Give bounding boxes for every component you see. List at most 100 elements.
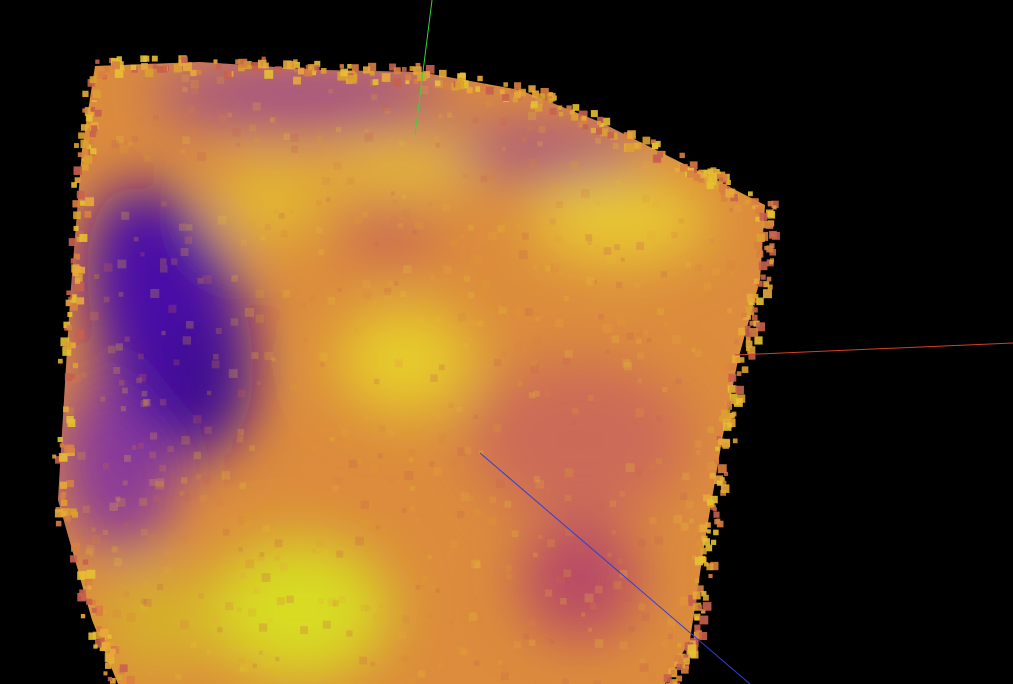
point: [676, 675, 683, 682]
point: [260, 235, 266, 241]
point: [409, 457, 414, 462]
point: [554, 318, 564, 328]
point: [119, 664, 128, 673]
point: [271, 357, 276, 362]
point: [71, 511, 78, 518]
point: [607, 132, 614, 139]
point: [701, 591, 707, 597]
point: [478, 450, 484, 456]
point: [232, 278, 237, 283]
point: [274, 209, 279, 214]
point: [503, 82, 508, 87]
point: [181, 477, 188, 484]
point: [657, 308, 664, 316]
point: [747, 346, 756, 355]
point: [753, 299, 758, 304]
point: [258, 623, 268, 632]
point: [745, 331, 752, 338]
point: [149, 432, 158, 440]
point: [547, 92, 556, 102]
point: [744, 199, 750, 205]
point: [74, 143, 79, 149]
point: [264, 69, 274, 79]
point: [85, 124, 90, 129]
point: [217, 627, 223, 633]
point: [353, 327, 359, 333]
z-axis-line: [479, 452, 751, 684]
point: [538, 126, 546, 133]
point: [767, 284, 773, 290]
point: [747, 191, 753, 197]
point: [65, 407, 75, 416]
point: [77, 451, 86, 460]
point: [96, 626, 102, 632]
point: [420, 85, 429, 95]
point: [213, 353, 219, 360]
point: [500, 350, 508, 357]
point: [701, 609, 706, 614]
point: [257, 59, 267, 69]
point: [153, 495, 161, 503]
point: [107, 634, 112, 639]
point: [765, 221, 774, 229]
point: [579, 548, 585, 553]
point: [709, 238, 715, 244]
point: [149, 63, 156, 71]
point: [141, 598, 147, 605]
point: [61, 511, 67, 516]
point: [625, 463, 635, 473]
point: [73, 166, 83, 175]
point: [238, 58, 248, 68]
point: [336, 549, 341, 555]
shade: [520, 520, 640, 640]
point: [109, 677, 116, 684]
point: [694, 624, 701, 631]
point: [648, 462, 656, 470]
point: [88, 139, 94, 145]
point: [532, 90, 540, 98]
point: [501, 222, 510, 231]
point: [211, 360, 220, 369]
point: [533, 552, 538, 558]
point: [698, 177, 704, 183]
point: [712, 507, 717, 512]
point: [124, 522, 129, 527]
point: [181, 492, 191, 502]
point: [664, 576, 671, 583]
point: [320, 67, 327, 74]
point: [116, 135, 124, 144]
point: [655, 457, 663, 465]
point: [361, 519, 368, 527]
point: [706, 181, 714, 189]
point: [294, 61, 300, 68]
point: [518, 88, 526, 97]
point: [197, 152, 206, 162]
point: [95, 605, 104, 614]
point: [512, 97, 518, 103]
point: [196, 69, 202, 75]
point: [412, 230, 418, 235]
shade: [335, 305, 475, 415]
point: [752, 203, 759, 210]
point: [237, 658, 245, 667]
point: [459, 234, 465, 240]
point: [592, 279, 597, 285]
point: [530, 101, 538, 108]
point: [457, 510, 465, 519]
point: [588, 627, 593, 632]
density-shading: [60, 62, 710, 680]
point: [685, 261, 692, 268]
point: [676, 663, 683, 671]
point: [81, 372, 87, 378]
point: [63, 341, 72, 350]
point: [623, 177, 629, 184]
point: [94, 274, 100, 280]
point: [692, 591, 701, 600]
point: [499, 89, 505, 95]
point: [706, 563, 714, 571]
point: [680, 663, 685, 669]
point: [144, 580, 149, 586]
point: [57, 358, 63, 364]
point: [756, 297, 764, 306]
